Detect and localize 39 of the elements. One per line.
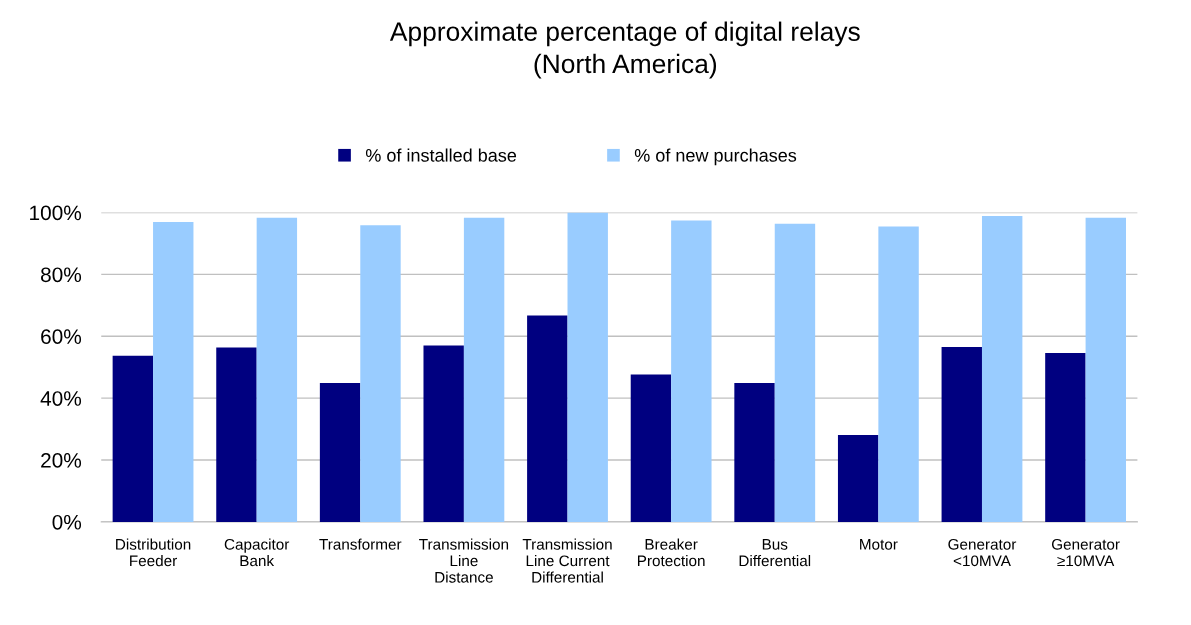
bar <box>981 215 1023 522</box>
bar <box>774 223 816 522</box>
x-tick-label: Generator <10MVA <box>948 538 1017 567</box>
y-tick-label: 60% <box>41 329 82 344</box>
bar <box>360 225 401 522</box>
bar <box>671 220 712 522</box>
x-tick-label: Bus Differential <box>739 539 811 567</box>
x-tick-label: Breaker Protection <box>637 538 705 567</box>
legend-label: % of new purchases <box>634 148 797 166</box>
chart-title: Approximate percentage of digital relays (North America) <box>389 21 860 79</box>
bar <box>319 382 361 522</box>
bar <box>941 347 982 522</box>
bar <box>1085 217 1127 522</box>
x-tick-label: Transmission Line Distance <box>419 538 509 583</box>
bar <box>1045 352 1086 522</box>
bar <box>630 374 672 522</box>
y-tick-label: 80% <box>41 267 82 283</box>
bar <box>153 222 194 522</box>
y-tick-label: 40% <box>40 391 82 406</box>
y-tick-label: 100% <box>30 205 82 221</box>
x-tick-label: Transformer <box>319 538 402 550</box>
bar <box>112 355 154 522</box>
bar <box>837 434 879 522</box>
x-tick-label: Transmission Line Current Differential <box>522 538 612 583</box>
bar <box>463 217 505 522</box>
bar <box>734 382 775 522</box>
x-tick-label: Generator ≥10MVA <box>1051 538 1120 567</box>
x-tick-label: Distribution Feeder <box>116 538 191 567</box>
bar <box>423 345 464 522</box>
x-tick-label: Capacitor Bank <box>224 538 290 567</box>
bar <box>567 212 608 522</box>
y-tick-label: 0% <box>52 514 82 530</box>
y-tick-label: 20% <box>41 453 82 468</box>
bar <box>216 347 257 522</box>
x-tick-label: Motor <box>860 539 898 550</box>
bar <box>256 217 298 522</box>
legend-label: % of installed base <box>365 148 517 162</box>
bar <box>527 315 568 522</box>
bar <box>878 226 919 522</box>
